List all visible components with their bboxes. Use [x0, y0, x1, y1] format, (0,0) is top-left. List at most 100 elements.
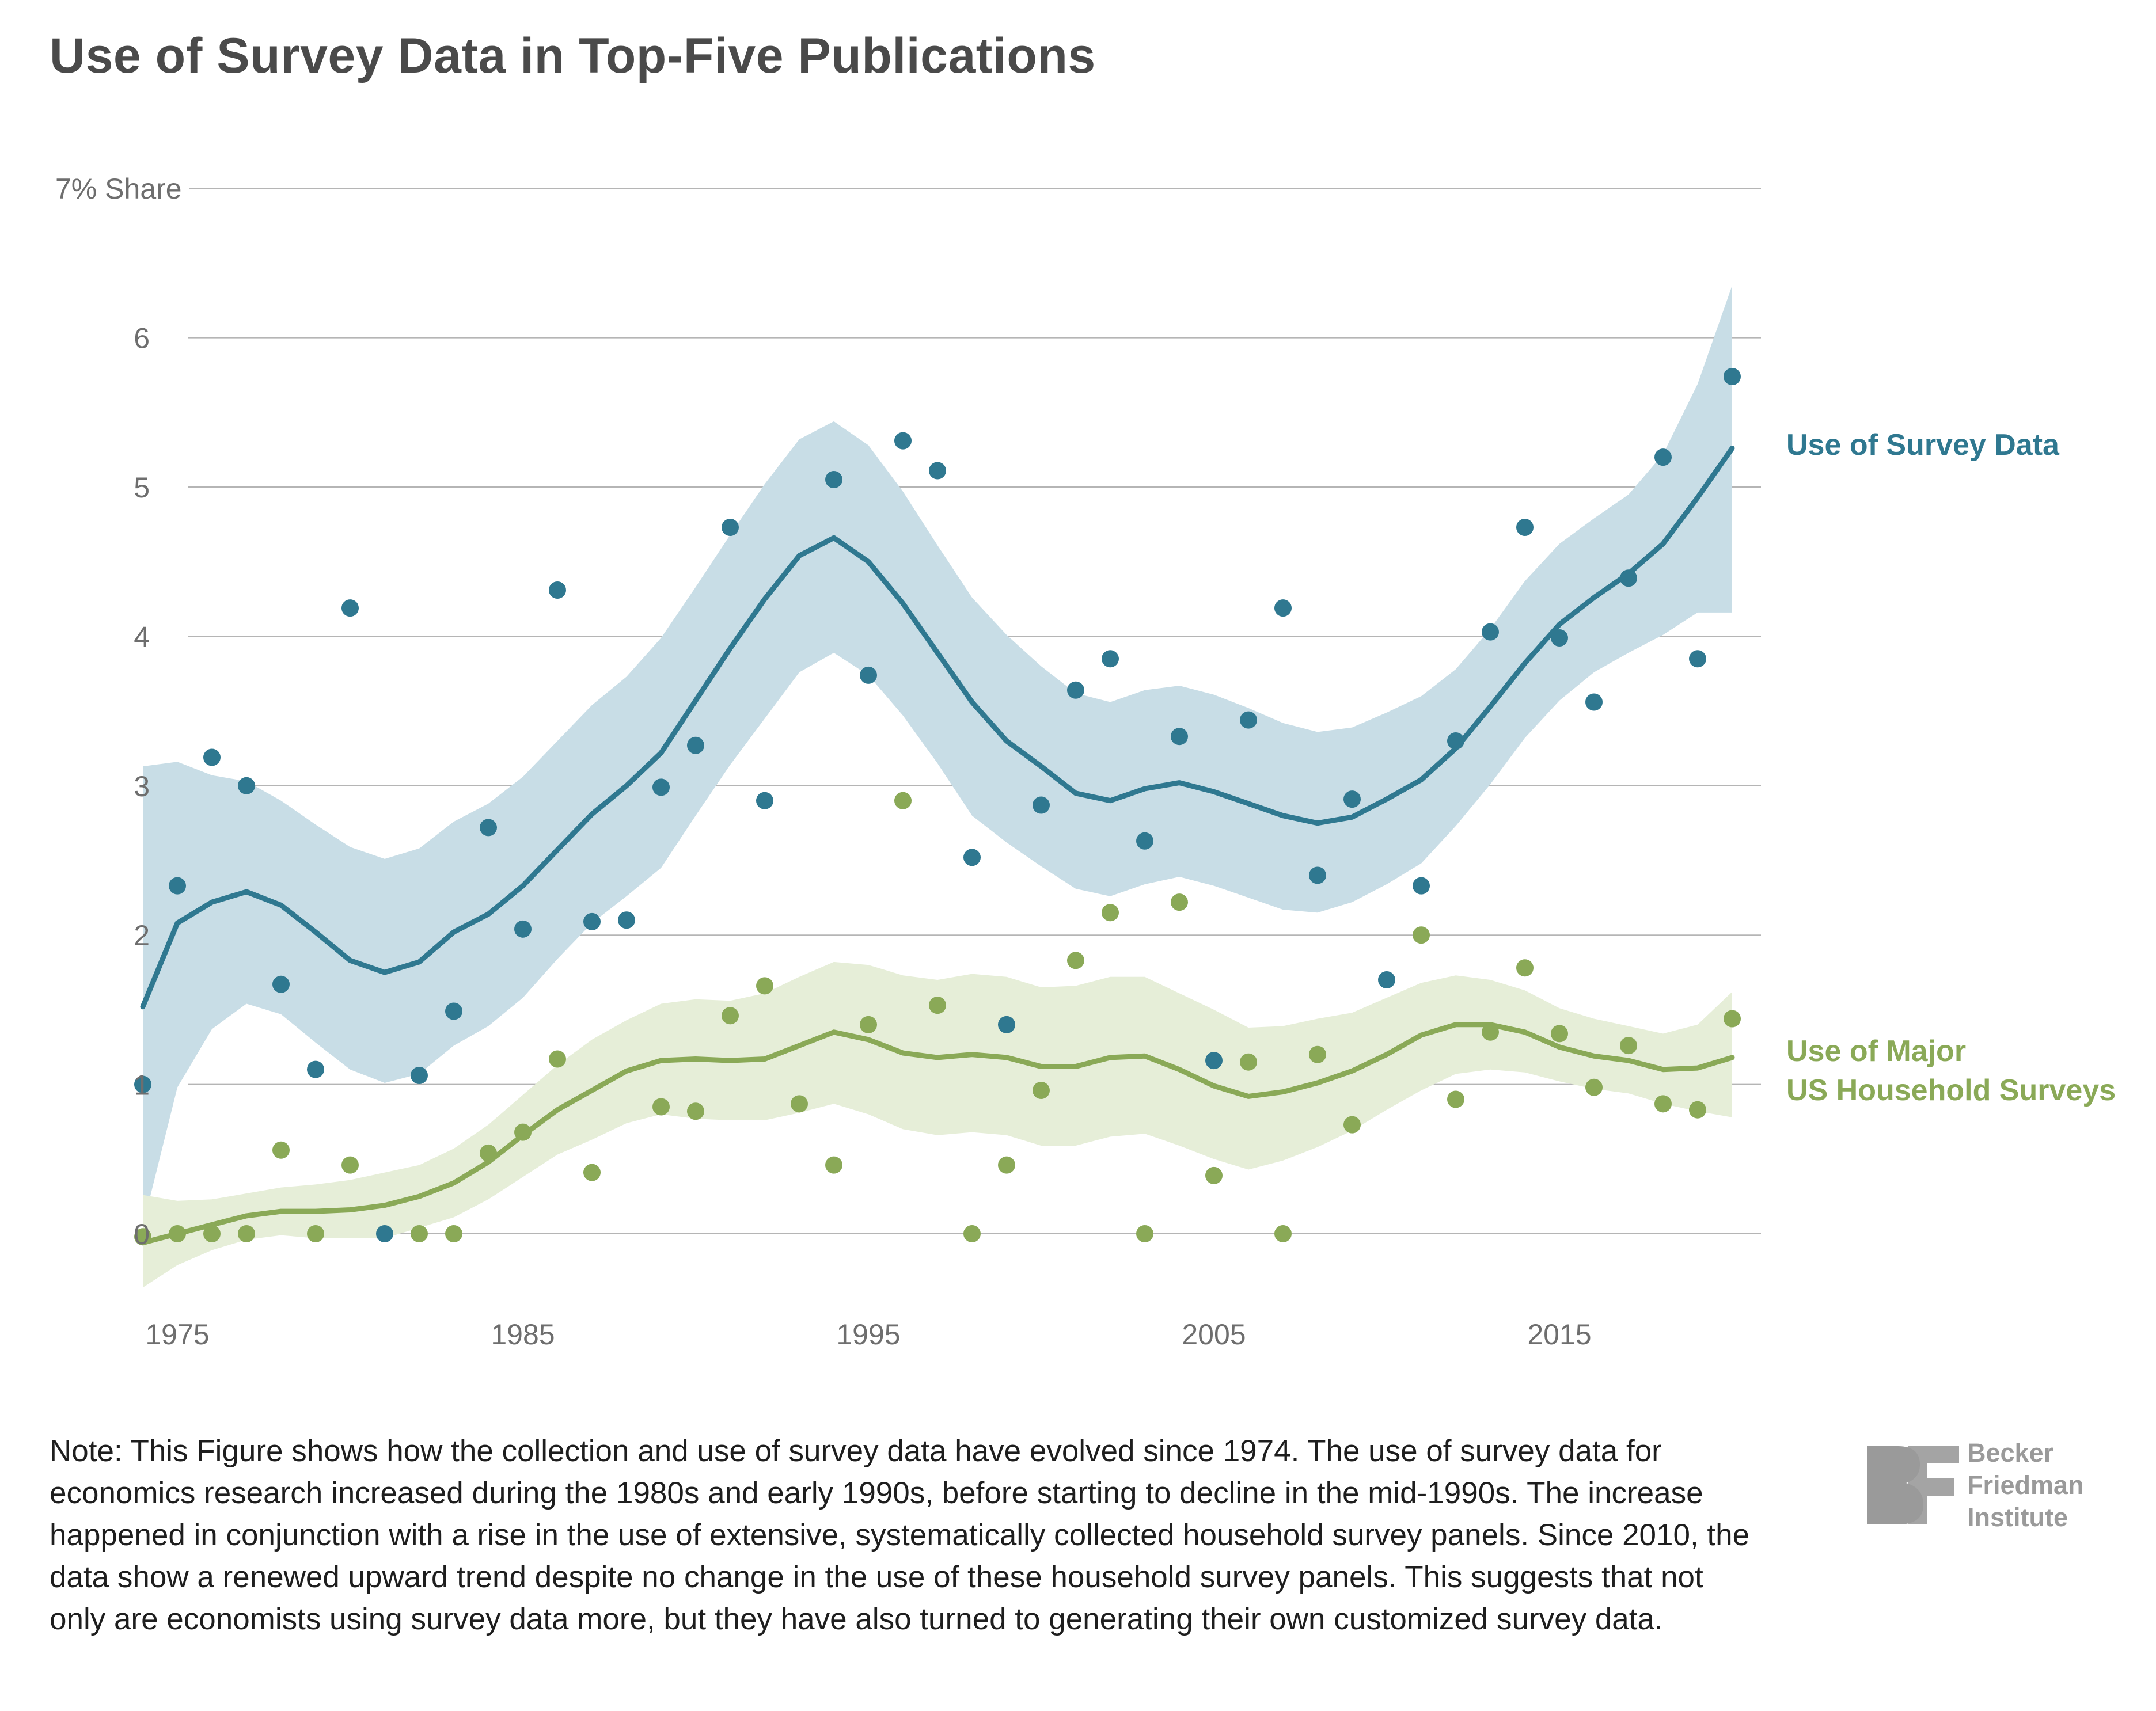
- survey-point: [998, 1016, 1015, 1033]
- household-point: [1447, 1090, 1464, 1108]
- survey-series-label: Use of Survey Data: [1786, 428, 2060, 462]
- household-point: [825, 1156, 842, 1174]
- household-point: [411, 1225, 428, 1242]
- survey-point: [272, 975, 290, 993]
- household-point: [1654, 1095, 1672, 1113]
- y-tick-label: 0: [134, 1218, 150, 1250]
- survey-point: [341, 599, 359, 617]
- survey-point: [1033, 796, 1050, 814]
- survey-point: [376, 1225, 393, 1242]
- survey-point: [618, 911, 635, 929]
- household-confidence-band: [143, 961, 1732, 1288]
- y-tick-label: 3: [134, 770, 150, 803]
- survey-point: [1378, 971, 1395, 989]
- household-point: [652, 1098, 670, 1116]
- household-point: [687, 1102, 704, 1120]
- survey-point: [652, 778, 670, 796]
- household-point: [445, 1225, 462, 1242]
- household-point: [1343, 1116, 1361, 1134]
- survey-point: [1689, 650, 1706, 668]
- household-point: [756, 977, 773, 995]
- survey-point: [514, 920, 532, 938]
- logo-line-3: Institute: [1967, 1503, 2068, 1532]
- survey-point: [1171, 728, 1188, 746]
- household-point: [549, 1050, 566, 1068]
- household-point: [1413, 926, 1430, 944]
- survey-point: [1240, 711, 1257, 729]
- survey-point: [1205, 1052, 1223, 1070]
- household-point: [860, 1016, 877, 1033]
- survey-point: [860, 666, 877, 684]
- household-point: [272, 1141, 290, 1159]
- household-point: [203, 1225, 221, 1242]
- household-point: [1551, 1025, 1568, 1043]
- household-point: [341, 1156, 359, 1174]
- x-tick-label: 2015: [1527, 1318, 1591, 1351]
- survey-point: [1343, 790, 1361, 808]
- survey-point: [238, 777, 255, 794]
- data-points: [134, 368, 1741, 1246]
- household-point: [134, 1228, 151, 1246]
- household-point: [1724, 1010, 1741, 1028]
- survey-point: [963, 849, 981, 866]
- household-point: [1240, 1053, 1257, 1071]
- survey-point: [583, 912, 601, 930]
- survey-point: [894, 432, 912, 450]
- household-point: [1102, 904, 1119, 922]
- household-point: [1274, 1225, 1292, 1242]
- survey-point: [203, 748, 221, 766]
- household-point: [307, 1225, 324, 1242]
- logo-line-1: Becker: [1967, 1438, 2054, 1467]
- x-tick-label: 1995: [836, 1318, 900, 1351]
- household-point: [583, 1164, 601, 1181]
- household-point: [480, 1144, 497, 1162]
- y-tick-label: 1: [134, 1069, 150, 1101]
- logo-line-2: Friedman: [1967, 1470, 2084, 1500]
- logo-wordmark: Becker Friedman Institute: [1967, 1437, 2084, 1534]
- survey-point: [1724, 368, 1741, 386]
- household-point: [1205, 1166, 1223, 1184]
- survey-point: [1585, 693, 1603, 711]
- household-point: [1620, 1037, 1637, 1055]
- household-point: [1689, 1101, 1706, 1119]
- y-tick-label: 7% Share: [55, 173, 182, 205]
- household-point: [1482, 1023, 1499, 1041]
- survey-point: [445, 1002, 462, 1020]
- survey-point: [549, 581, 566, 599]
- household-point: [998, 1156, 1015, 1174]
- survey-point: [1067, 681, 1084, 699]
- household-trend-line: [140, 1022, 1735, 1246]
- confidence-bands: [143, 285, 1732, 1288]
- survey-point: [307, 1060, 324, 1078]
- household-series-label: US Household Surveys: [1786, 1074, 2116, 1107]
- x-tick-label: 1985: [491, 1318, 555, 1351]
- survey-point: [1309, 866, 1326, 884]
- figure-note: Note: This Figure shows how the collecti…: [50, 1434, 1750, 1636]
- y-tick-label: 6: [134, 322, 150, 355]
- household-point: [963, 1225, 981, 1242]
- household-point: [1585, 1078, 1603, 1096]
- survey-point: [929, 462, 946, 480]
- y-tick-label: 4: [134, 621, 150, 653]
- household-point: [929, 997, 946, 1014]
- survey-point: [1620, 569, 1637, 587]
- survey-point: [1482, 623, 1499, 641]
- household-point: [1171, 893, 1188, 911]
- survey-confidence-band: [143, 285, 1732, 1226]
- household-point: [1033, 1081, 1050, 1099]
- household-point: [514, 1123, 532, 1141]
- survey-point: [1516, 519, 1534, 537]
- survey-point: [1413, 877, 1430, 895]
- axis-and-series-labels: 7% Share 6 5 4 3 2 1 0 1975 1985 1995 2005 2015 Use o…: [55, 173, 2116, 1351]
- survey-point: [1136, 832, 1153, 850]
- chart: 7% Share 6 5 4 3 2 1 0 1975 1985 1995 2005 2015 Use o…: [55, 173, 2116, 1351]
- survey-point: [756, 792, 773, 809]
- household-point: [1309, 1045, 1326, 1063]
- y-tick-label: 5: [134, 472, 150, 504]
- household-point: [1067, 952, 1084, 969]
- household-series-label: Use of Major: [1786, 1035, 1966, 1068]
- survey-point: [1274, 599, 1292, 617]
- y-tick-label: 2: [134, 919, 150, 952]
- survey-point: [134, 1075, 151, 1093]
- household-point: [238, 1225, 255, 1242]
